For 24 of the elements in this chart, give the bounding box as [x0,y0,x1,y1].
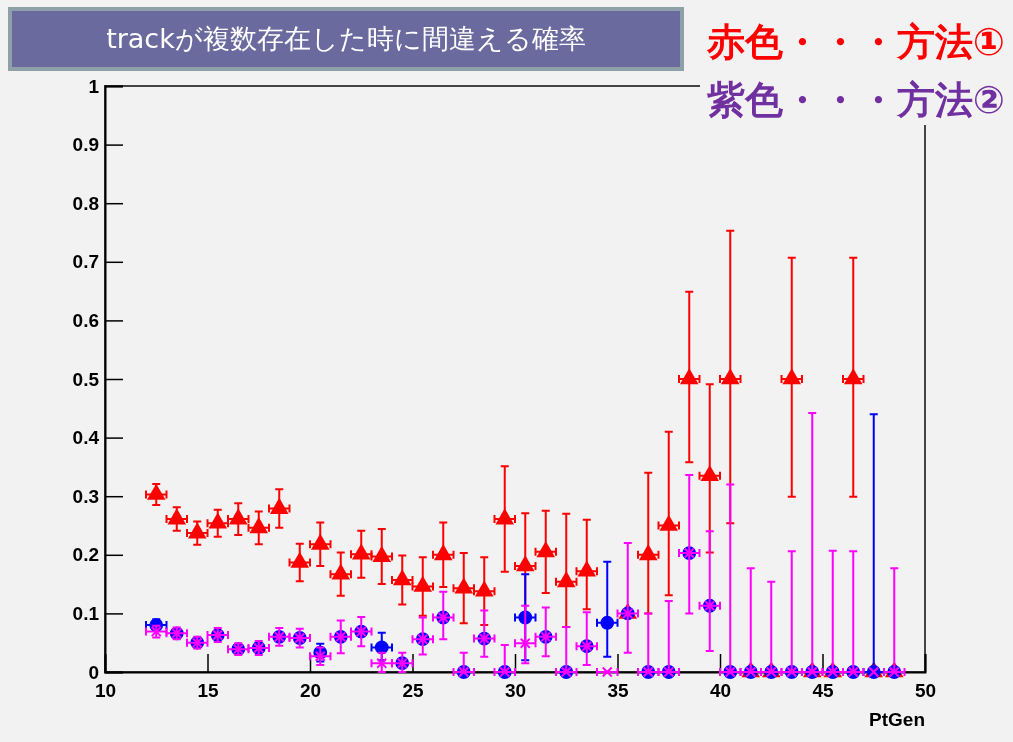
y-tick-label: 0.7 [72,251,99,273]
x-tick-label: 35 [607,680,629,702]
y-tick-label: 1 [88,75,100,97]
y-tick-label: 0.4 [72,427,100,449]
x-tick-label: 45 [812,680,834,702]
y-tick-label: 0.3 [72,485,99,507]
x-tick-label: 15 [197,680,219,702]
annotation: 紫色・・・方法② [705,78,1005,122]
chart-title: trackが複数存在した時に間違える確率 [106,23,586,54]
y-tick-label: 0.5 [72,368,100,390]
x-axis-title: PtGen [869,709,925,730]
y-tick-label: 0.9 [72,134,99,156]
x-tick-label: 50 [914,680,937,702]
y-tick-label: 0.8 [72,192,99,214]
x-tick-label: 40 [709,680,732,702]
y-tick-label: 0.1 [72,602,100,624]
x-tick-label: 20 [299,680,322,702]
y-tick-label: 0.6 [72,309,99,331]
x-tick-label: 30 [504,680,527,702]
text: 赤色・・・方法① [705,20,1005,64]
x-tick-label: 10 [94,680,117,702]
x-tick-label: 25 [402,680,424,702]
y-tick-label: 0 [88,661,99,683]
y-tick-label: 0.2 [72,544,99,566]
